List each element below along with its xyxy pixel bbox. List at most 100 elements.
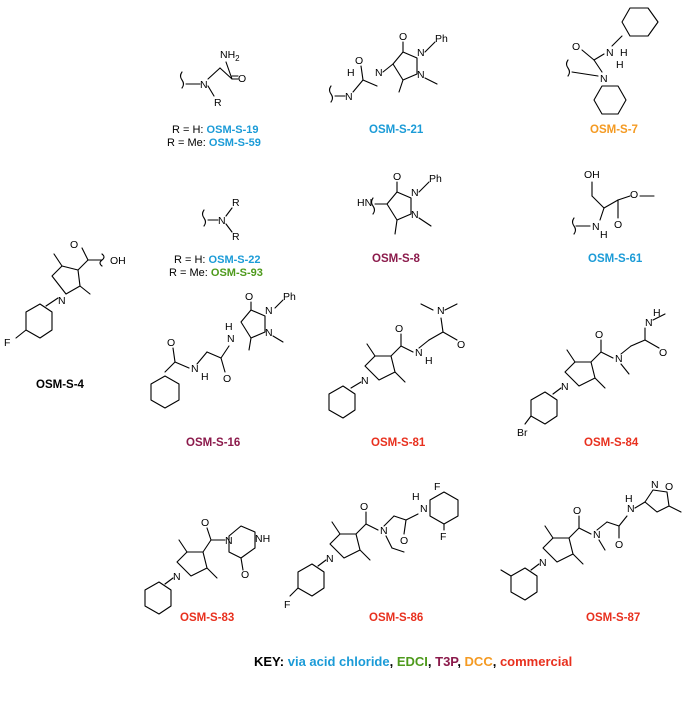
atom-o: O [595,329,603,341]
key-separator: , [457,654,465,669]
atom-oh: OH [584,169,600,181]
atom-r: R [214,97,222,109]
compound-label-osm-s-86: OSM-S-86 [369,612,424,624]
atom-h: H [347,67,355,79]
atom-o: O [70,239,78,251]
structure-osm-s-84: H N O N O N Br [517,307,667,439]
atom-o: O [457,339,465,351]
atom-oh: OH [110,255,126,267]
key-item-acid-chloride: via acid chloride [287,654,390,669]
compound-label-osm-s-93: OSM-S-93 [210,267,263,279]
atom-nh: N [191,363,199,375]
atom-h: H [225,321,233,333]
atom-n: N [227,333,235,345]
atom-nh: N [375,67,383,79]
atom-nh: N [345,91,353,103]
atom-h: H [616,59,624,71]
atom-o: O [630,189,638,201]
atom-n: N [437,305,445,317]
structure-osm-s-86: F F N H O N O N F [284,481,459,611]
r-prefix: R = Me: [167,137,206,149]
atom-n: N [615,353,623,365]
atom-o: O [395,323,403,335]
atom-o: O [614,219,622,231]
atom-o: O [241,569,249,581]
atom-f: F [284,599,290,611]
atom-o: O [355,55,363,67]
compound-label-osm-s-83: OSM-S-83 [180,612,235,624]
atom-hn: HN [357,197,372,209]
atom-n: N [417,47,425,59]
compound-label-osm-s-19: OSM-S-19 [206,124,259,136]
compound-label-osm-s-7: OSM-S-7 [590,124,638,136]
atom-n: N [415,347,423,359]
r-line-osm-s-59: R = Me: OSM-S-59 [167,137,261,149]
compound-label-osm-s-84: OSM-S-84 [584,437,639,449]
r-prefix: R = Me: [169,267,208,279]
key-title: KEY: [254,654,285,669]
structure-osm-s-81: N O N H O N [328,303,465,419]
key-legend: KEY: via acid chloride, EDCI, T3P, DCC, … [254,654,572,669]
atom-o: O [238,73,246,85]
structure-osm-s-19: N R O NH2 [179,49,246,109]
structure-osm-s-8: HN O N N Ph [357,171,442,235]
key-item-commercial: commercial [499,654,573,669]
atom-n: N [173,571,181,583]
atom-h: H [625,493,633,505]
atom-br: Br [517,427,528,439]
structure-osm-s-16: O N Ph N H N O N H O [150,291,296,409]
atom-o: O [400,535,408,547]
atom-o: O [201,517,209,529]
structure-osm-s-61: OH O O N H [571,169,655,241]
atom-h: H [425,355,433,367]
atom-n: N [539,557,547,569]
atom-o: O [167,337,175,349]
atom-o: O [393,171,401,183]
key-separator: , [427,654,436,669]
atom-f: F [4,337,10,349]
atom-r: R [232,231,240,243]
atom-ph: Ph [429,173,442,185]
atom-n: N [592,221,600,233]
r-line-osm-s-93: R = Me: OSM-S-93 [169,267,263,279]
compound-label-osm-s-59: OSM-S-59 [208,137,261,149]
structure-osm-s-4: O OH N F [4,239,126,349]
r-prefix: R = H: [174,254,206,266]
atom-n: N [561,381,569,393]
compound-label-osm-s-22: OSM-S-22 [208,254,261,266]
atom-n: N [411,187,419,199]
atom-h: H [412,491,420,503]
atom-nh2: NH2 [220,49,240,63]
atom-n: N [225,535,233,547]
r-prefix: R = H: [172,124,204,136]
atom-nh: N [606,47,614,59]
atom-o: O [399,31,407,43]
key-separator: , [492,654,500,669]
r-line-osm-s-19: R = H: OSM-S-19 [172,124,259,136]
key-separator: , [389,654,397,669]
atom-n: N [218,215,226,227]
atom-n: N [326,553,334,565]
atom-o: O [573,505,581,517]
atom-nh: NH [255,533,270,545]
structure-osm-s-83: N NH O O N [144,517,270,615]
atom-n: N [265,327,273,339]
compound-label-osm-s-61: OSM-S-61 [588,253,643,265]
atom-o: O [615,539,623,551]
structure-osm-s-87: H N N O O N O N [500,479,682,601]
atom-h: H [620,47,628,59]
atom-n: N [200,79,208,91]
atom-n: N [593,529,601,541]
atom-n: N [651,479,659,491]
atom-ph: Ph [283,291,296,303]
compound-label-osm-s-8: OSM-S-8 [372,253,420,265]
atom-r: R [232,197,240,209]
atom-n: N [380,525,388,537]
atom-hn: H [653,307,661,319]
compound-label-osm-s-87: OSM-S-87 [586,612,641,624]
atom-o: O [360,501,368,513]
compound-label-osm-s-4: OSM-S-4 [36,379,84,391]
atom-o: O [659,347,667,359]
atom-o: O [223,373,231,385]
structure-osm-s-21: N O H N O N N Ph [328,31,448,103]
